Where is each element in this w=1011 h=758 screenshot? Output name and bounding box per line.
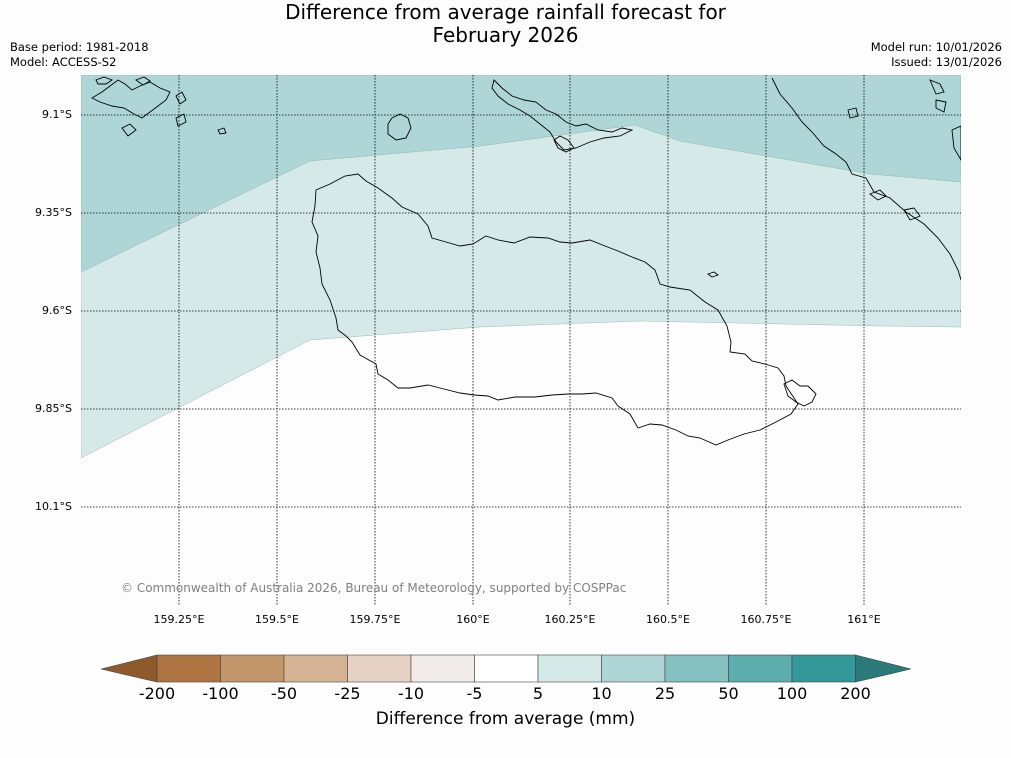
lon-label: 160.25°E (525, 613, 615, 626)
colorbar (101, 655, 911, 682)
colorbar-tick-label: -10 (381, 684, 441, 703)
lat-label: 9.35°S (0, 206, 72, 219)
colorbar-tick-label: 10 (572, 684, 632, 703)
lon-label: 159.25°E (134, 613, 224, 626)
colorbar-tick-label: -200 (127, 684, 187, 703)
lat-label: 9.1°S (0, 108, 72, 121)
colorbar-tick-label: -50 (254, 684, 314, 703)
copyright-notice: © Commonwealth of Australia 2026, Bureau… (121, 581, 626, 595)
colorbar-tick-label: -5 (445, 684, 505, 703)
lon-label: 161°E (819, 613, 909, 626)
colorbar-tick-label: 5 (508, 684, 568, 703)
colorbar-tick-label: 200 (826, 684, 886, 703)
map-area (81, 75, 961, 605)
lat-label: 9.85°S (0, 402, 72, 415)
lat-label: 9.6°S (0, 304, 72, 317)
colorbar-tick-label: -100 (191, 684, 251, 703)
colorbar-tick-label: 100 (762, 684, 822, 703)
lon-label: 159.75°E (330, 613, 420, 626)
colorbar-tick-label: -25 (318, 684, 378, 703)
lon-label: 160.5°E (623, 613, 713, 626)
colorbar-extend-high (856, 655, 912, 682)
map-canvas (0, 0, 1011, 758)
colorbar-tick-label: 50 (699, 684, 759, 703)
lon-label: 160.75°E (721, 613, 811, 626)
colorbar-tick-label: 25 (635, 684, 695, 703)
lon-label: 159.5°E (232, 613, 322, 626)
colorbar-title: Difference from average (mm) (0, 709, 1011, 729)
lat-label: 10.1°S (0, 500, 72, 513)
colorbar-extend-low (101, 655, 157, 682)
lon-label: 160°E (428, 613, 518, 626)
